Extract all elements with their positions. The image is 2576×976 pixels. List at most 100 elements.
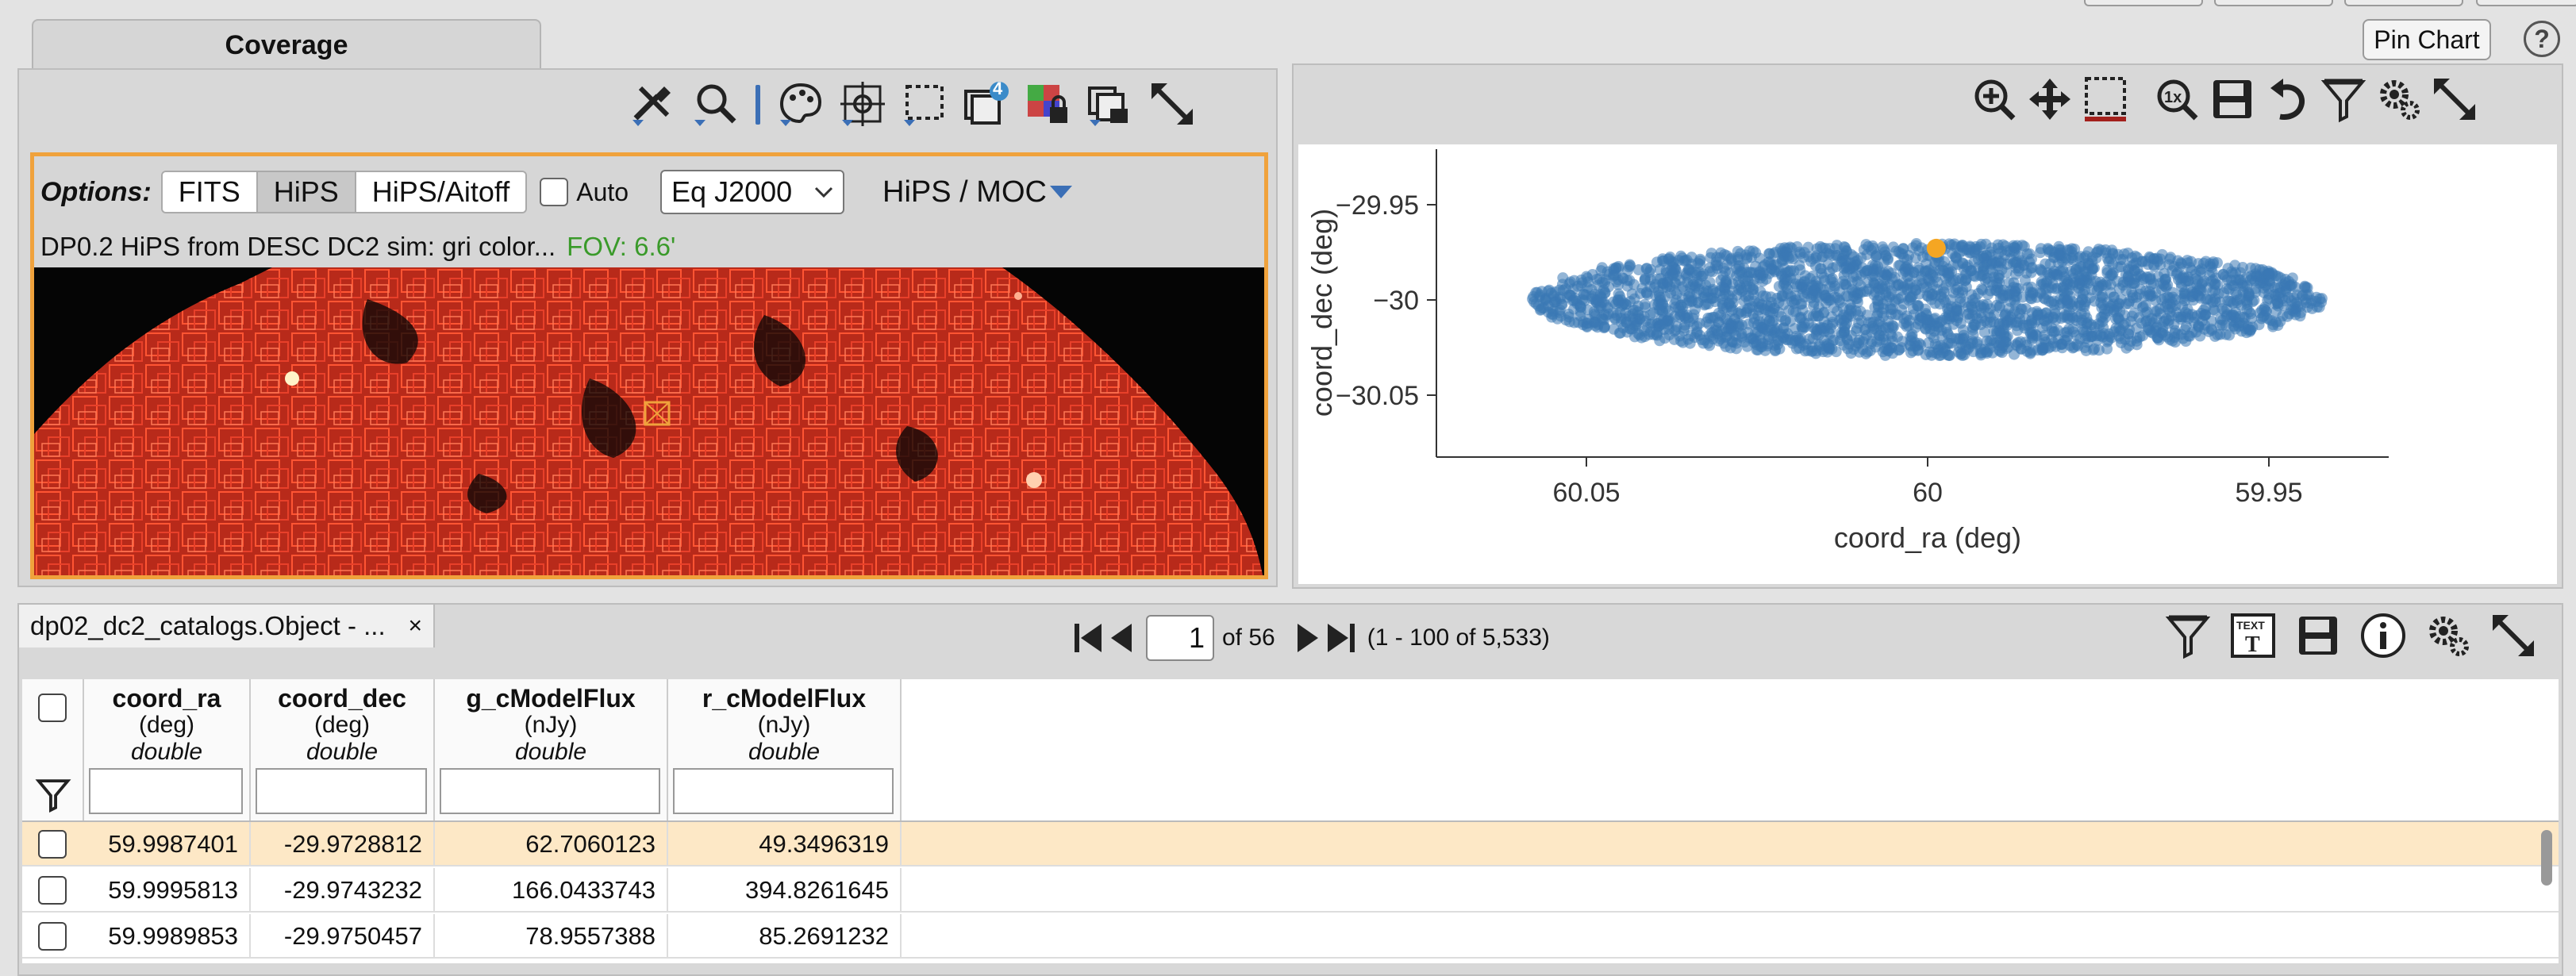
scatter-point[interactable] bbox=[1600, 299, 1612, 311]
scatter-point[interactable] bbox=[1969, 271, 1981, 282]
scatter-point[interactable] bbox=[2047, 337, 2059, 349]
scatter-point[interactable] bbox=[2231, 289, 2243, 301]
scatter-point[interactable] bbox=[2061, 244, 2073, 256]
scatter-point[interactable] bbox=[1659, 332, 1671, 344]
column-header-coord-dec[interactable]: coord_dec (deg) double bbox=[251, 679, 435, 820]
scatter-point[interactable] bbox=[1906, 290, 1918, 302]
scatter-point[interactable] bbox=[1741, 252, 1753, 263]
pan-icon[interactable] bbox=[2025, 75, 2074, 124]
scatter-point[interactable] bbox=[1819, 275, 1831, 286]
scatter-point[interactable] bbox=[1996, 342, 2008, 354]
scatter-point[interactable] bbox=[2205, 323, 2217, 335]
scatter-point[interactable] bbox=[1981, 335, 1993, 347]
scatter-point[interactable] bbox=[1908, 309, 1920, 321]
scatter-point[interactable] bbox=[1789, 290, 1801, 302]
scatter-point[interactable] bbox=[2011, 240, 2023, 252]
scatter-point[interactable] bbox=[2019, 275, 2031, 286]
table-save-icon[interactable] bbox=[2293, 611, 2343, 660]
scatter-point[interactable] bbox=[2245, 262, 2257, 274]
scatter-point[interactable] bbox=[1598, 277, 1610, 289]
column-header-g-cmodelflux[interactable]: g_cModelFlux (nJy) double bbox=[435, 679, 668, 820]
scatter-point[interactable] bbox=[1979, 274, 1991, 286]
undo-icon[interactable] bbox=[2263, 75, 2313, 124]
scatter-point[interactable] bbox=[2214, 329, 2226, 340]
scatter-point[interactable] bbox=[1530, 286, 1542, 298]
mode-hips-aitoff-button[interactable]: HiPS/Aitoff bbox=[356, 172, 526, 212]
scatter-point[interactable] bbox=[1736, 332, 1748, 344]
scatter-point[interactable] bbox=[2067, 326, 2079, 338]
scatter-point[interactable] bbox=[1813, 340, 1825, 352]
scatter-point[interactable] bbox=[1640, 272, 1651, 284]
scatter-point[interactable] bbox=[2036, 264, 2047, 276]
scatter-point[interactable] bbox=[1686, 266, 1698, 278]
crosshair-icon[interactable] bbox=[838, 79, 887, 129]
filter-input-r-cmodelflux[interactable] bbox=[673, 768, 894, 814]
scatter-point[interactable] bbox=[2093, 282, 2105, 294]
scatter-point[interactable] bbox=[1669, 298, 1681, 309]
scatter-point[interactable] bbox=[2233, 320, 2245, 332]
scatter-point[interactable] bbox=[2136, 256, 2147, 267]
coord-system-select[interactable]: Eq J2000 bbox=[660, 170, 845, 214]
scatter-point[interactable] bbox=[1697, 286, 1709, 298]
scatter-point[interactable] bbox=[1654, 319, 1666, 331]
scatter-point[interactable] bbox=[2255, 277, 2266, 289]
text-view-icon[interactable]: TEXT T bbox=[2228, 611, 2278, 660]
scatter-point[interactable] bbox=[2159, 301, 2171, 313]
table-settings-icon[interactable] bbox=[2424, 611, 2473, 660]
scatter-point[interactable] bbox=[1828, 302, 1840, 313]
scatter-point[interactable] bbox=[1608, 323, 1620, 335]
scatter-point[interactable] bbox=[1853, 317, 1865, 329]
scatter-point[interactable] bbox=[1639, 325, 1651, 337]
scatter-point[interactable] bbox=[1549, 286, 1561, 298]
scatter-point[interactable] bbox=[1920, 258, 1932, 270]
scatter-point[interactable] bbox=[1758, 324, 1770, 336]
scatter-point[interactable] bbox=[1913, 299, 1924, 311]
scatter-point[interactable] bbox=[2246, 313, 2258, 325]
scatter-point[interactable] bbox=[1823, 342, 1835, 354]
scatter-point[interactable] bbox=[1707, 266, 1719, 278]
scatter-point[interactable] bbox=[2272, 288, 2284, 300]
scatter-point[interactable] bbox=[1876, 280, 1888, 292]
scatter-point[interactable] bbox=[2243, 288, 2255, 300]
scatter-point[interactable] bbox=[1784, 315, 1796, 327]
scatter-point[interactable] bbox=[1929, 290, 1941, 302]
scatter-point[interactable] bbox=[1960, 344, 1972, 355]
scatter-point[interactable] bbox=[1944, 267, 1955, 279]
scatter-point[interactable] bbox=[1724, 322, 1736, 334]
scatter-point[interactable] bbox=[2026, 333, 2038, 345]
scatter-point[interactable] bbox=[2103, 328, 2115, 340]
scatter-point[interactable] bbox=[2260, 305, 2272, 317]
scatter-point[interactable] bbox=[2241, 298, 2253, 310]
select-area-icon[interactable] bbox=[900, 79, 949, 129]
scatter-point[interactable] bbox=[1664, 270, 1676, 282]
scatter-point[interactable] bbox=[1628, 331, 1640, 343]
highlighted-point[interactable] bbox=[1926, 238, 1946, 258]
scatter-point[interactable] bbox=[1817, 322, 1828, 334]
scatter-point[interactable] bbox=[2172, 255, 2184, 267]
scatter-point[interactable] bbox=[2118, 248, 2130, 260]
scatter-point[interactable] bbox=[1851, 337, 1863, 349]
scatter-point[interactable] bbox=[1671, 288, 1682, 300]
filter-toggle-icon[interactable] bbox=[35, 776, 71, 813]
scatter-point[interactable] bbox=[2237, 279, 2249, 291]
search-icon[interactable] bbox=[690, 79, 740, 129]
scatter-point[interactable] bbox=[1910, 240, 1922, 252]
next-page-icon[interactable] bbox=[1291, 621, 1323, 655]
sky-image[interactable] bbox=[34, 267, 1264, 579]
pin-chart-button[interactable]: Pin Chart bbox=[2363, 19, 2491, 60]
scatter-point[interactable] bbox=[1632, 263, 1644, 275]
scatter-point[interactable] bbox=[2057, 263, 2069, 275]
scatter-point[interactable] bbox=[2290, 306, 2301, 318]
scatter-point[interactable] bbox=[2299, 280, 2311, 292]
scatter-point[interactable] bbox=[2263, 288, 2275, 300]
scatter-point[interactable] bbox=[1942, 303, 1954, 315]
scatter-point[interactable] bbox=[2120, 342, 2132, 354]
scatter-point[interactable] bbox=[1814, 263, 1826, 275]
scatter-point[interactable] bbox=[1750, 336, 1762, 348]
scatter-point[interactable] bbox=[2182, 303, 2193, 315]
scatter-point[interactable] bbox=[1811, 243, 1823, 255]
scatter-point[interactable] bbox=[2050, 283, 2062, 295]
scatter-point[interactable] bbox=[1556, 299, 1568, 311]
scatter-point[interactable] bbox=[2151, 313, 2163, 325]
scatter-point[interactable] bbox=[2186, 290, 2198, 302]
